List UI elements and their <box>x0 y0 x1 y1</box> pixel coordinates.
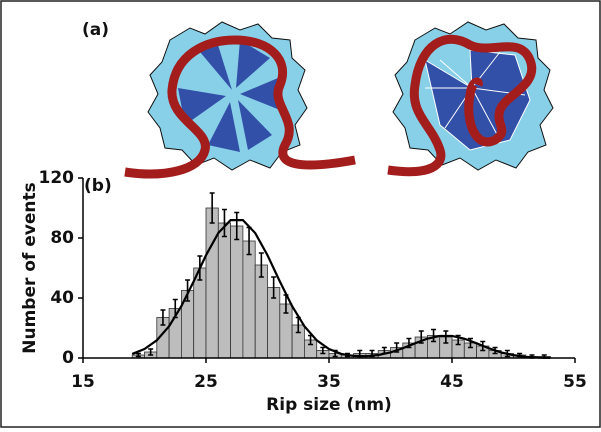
fit-curve <box>131 219 551 359</box>
error-bar <box>148 348 154 356</box>
x-tick-label: 15 <box>71 372 95 392</box>
error-bar <box>135 352 141 358</box>
error-bar <box>160 309 166 326</box>
nucleosome-closed <box>387 21 554 177</box>
error-bar <box>320 346 326 355</box>
bar <box>254 264 268 359</box>
bar <box>217 222 232 359</box>
error-bar <box>431 328 437 343</box>
x-tick-label: 25 <box>194 372 218 392</box>
x-tick-label: 45 <box>440 372 464 392</box>
x-axis-title: Rip size (nm) <box>266 395 392 415</box>
histogram-plot: 0 40 80 120 15 25 35 45 55 <box>39 168 587 392</box>
y-tick-label: 80 <box>50 228 74 248</box>
error-bar <box>209 192 215 224</box>
nucleosome-open <box>124 21 356 179</box>
panel-label: (b) <box>84 176 112 196</box>
panel-label: (a) <box>82 20 109 40</box>
bar <box>193 267 207 359</box>
error-bar <box>185 279 191 302</box>
bar <box>230 225 244 359</box>
error-bar <box>258 252 264 278</box>
x-tick-label: 55 <box>563 372 587 392</box>
error-bar <box>271 276 277 299</box>
y-axis-title: Number of events <box>20 182 40 354</box>
y-tick-label: 40 <box>50 288 74 308</box>
x-tick-label: 35 <box>317 372 341 392</box>
error-bar <box>221 208 227 238</box>
y-tick-label: 120 <box>39 168 75 188</box>
error-bar <box>234 211 240 241</box>
bar <box>242 240 256 359</box>
y-tick-label: 0 <box>62 348 74 368</box>
bar <box>205 207 219 359</box>
